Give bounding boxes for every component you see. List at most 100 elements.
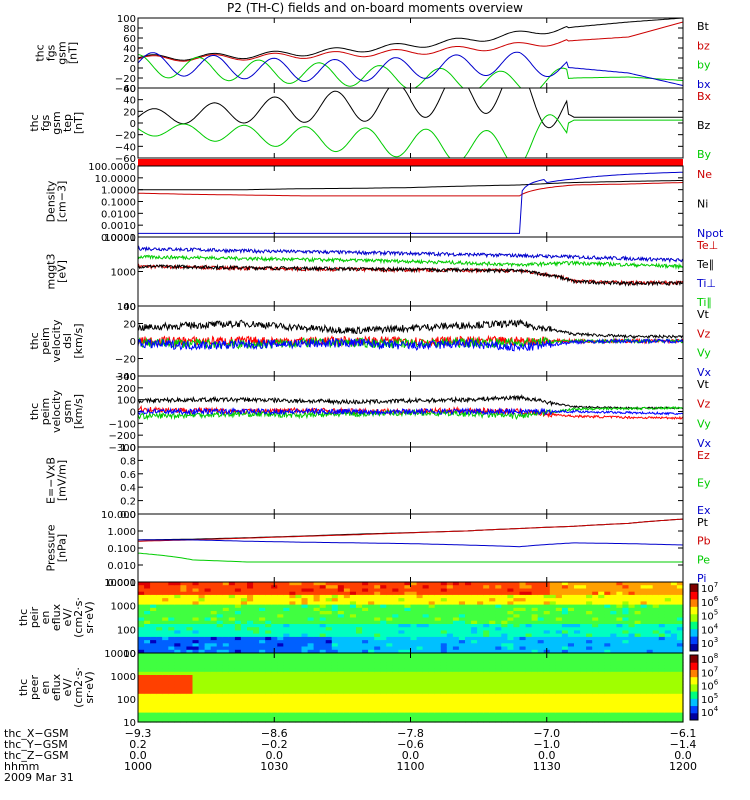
spectrogram-cell [198, 675, 206, 679]
spectrogram-cell [616, 620, 624, 625]
spectrogram-cell [325, 607, 333, 612]
spectrogram-cell [349, 700, 357, 704]
spectrogram-cell [398, 627, 406, 631]
spectrogram-cell [204, 700, 212, 704]
spectrogram-cell [174, 630, 181, 635]
spectrogram-cell [604, 653, 611, 657]
spectrogram-cell [489, 643, 496, 648]
spectrogram-cell [501, 712, 508, 717]
spectrogram-cell [186, 582, 194, 586]
spectrogram-cell [586, 696, 593, 701]
spectrogram-cell [664, 687, 672, 692]
spectrogram-cell [531, 665, 539, 670]
spectrogram-cell [398, 706, 406, 710]
spectrogram-cell [210, 715, 218, 720]
spectrogram-cell [640, 598, 648, 602]
spectrogram-cell [180, 687, 188, 692]
spectrogram-cell [664, 604, 672, 609]
spectrogram-cell [640, 653, 648, 657]
spectrogram-cell [319, 611, 327, 615]
spectrogram-cell [446, 700, 454, 704]
spectrogram-cell [658, 684, 666, 689]
spectrogram-cell [150, 643, 157, 648]
spectrogram-cell [283, 659, 290, 663]
spectrogram-cell [234, 607, 242, 612]
spectrogram-cell [489, 709, 496, 714]
spectrogram-cell [180, 700, 188, 704]
spectrogram-cell [567, 607, 575, 612]
spectrogram-cell [343, 588, 351, 593]
spectrogram-cell [555, 620, 563, 625]
spectrogram-cell [180, 617, 188, 622]
spectrogram-cell [452, 696, 460, 701]
spectrogram-cell [555, 690, 563, 695]
spectrogram-cell [561, 598, 569, 602]
spectrogram-cell [265, 598, 272, 602]
spectrogram-cell [471, 611, 478, 615]
spectrogram-cell [622, 696, 630, 701]
spectrogram-cell [356, 594, 363, 599]
spectrogram-cell [652, 582, 660, 586]
spectrogram-cell [513, 633, 521, 638]
spectrogram-cell [434, 712, 442, 717]
spectrogram-cell [180, 684, 188, 689]
spectrogram-cell [549, 636, 557, 641]
spectrogram-cell [301, 665, 309, 670]
spectrogram-cell [676, 668, 684, 673]
spectrogram-cell [616, 653, 624, 657]
spectrogram-cell [180, 678, 188, 682]
spectrogram-cell [616, 703, 624, 707]
spectrogram-cell [356, 696, 363, 701]
spectrogram-cell [434, 624, 442, 628]
spectrogram-cell [471, 709, 478, 714]
spectrogram-cell [277, 620, 284, 625]
spectrogram-cell [398, 687, 406, 692]
spectrogram-cell [495, 662, 502, 667]
spectrogram-cell [234, 588, 242, 593]
spectrogram-cell [404, 700, 412, 704]
spectrogram-cell [658, 712, 666, 717]
spectrogram-cell [567, 718, 575, 723]
spectrogram-cell [174, 678, 181, 682]
spectrogram-cell [549, 715, 557, 720]
spectrogram-cell [628, 656, 636, 660]
spectrogram-cell [343, 684, 351, 689]
spectrogram-cell [319, 630, 327, 635]
spectrogram-cell [586, 703, 593, 707]
spectrogram-cell [507, 712, 515, 717]
spectrogram-cell [622, 591, 630, 596]
spectrogram-cell [362, 703, 369, 707]
spectrogram-cell [610, 630, 617, 635]
spectrogram-cell [555, 712, 563, 717]
spectrogram-cell [598, 591, 605, 596]
spectrogram-cell [507, 624, 515, 628]
spectrogram-cell [531, 718, 539, 723]
spectrogram-cell [652, 627, 660, 631]
spectrogram-cell [676, 715, 684, 720]
ytick-label: 300 [117, 372, 136, 383]
spectrogram-cell [156, 718, 163, 723]
spectrogram-cell [592, 607, 599, 612]
spectrogram-cell [580, 643, 587, 648]
spectrogram-cell [162, 627, 169, 631]
spectrogram-cell [234, 678, 242, 682]
spectrogram-cell [271, 630, 278, 635]
spectrogram-cell [253, 703, 260, 707]
spectrogram-cell [658, 594, 666, 599]
spectrogram-cell [513, 656, 521, 660]
spectrogram-cell [422, 659, 430, 663]
spectrogram-cell [144, 646, 151, 651]
spectrogram-cell [658, 700, 666, 704]
legend-bz: bz [697, 39, 710, 52]
spectrogram-cell [156, 633, 163, 638]
spectrogram-cell [307, 591, 315, 596]
spectrogram-cell [446, 630, 454, 635]
spectrogram-cell [144, 617, 151, 622]
series-group-4 [138, 318, 683, 352]
spectrogram-cell [210, 630, 218, 635]
spectrogram-cell [652, 607, 660, 612]
spectrogram-cell [495, 630, 502, 635]
spectrogram-cell [144, 598, 151, 602]
spectrogram-cell [313, 598, 321, 602]
spectrogram-cell [610, 646, 617, 651]
